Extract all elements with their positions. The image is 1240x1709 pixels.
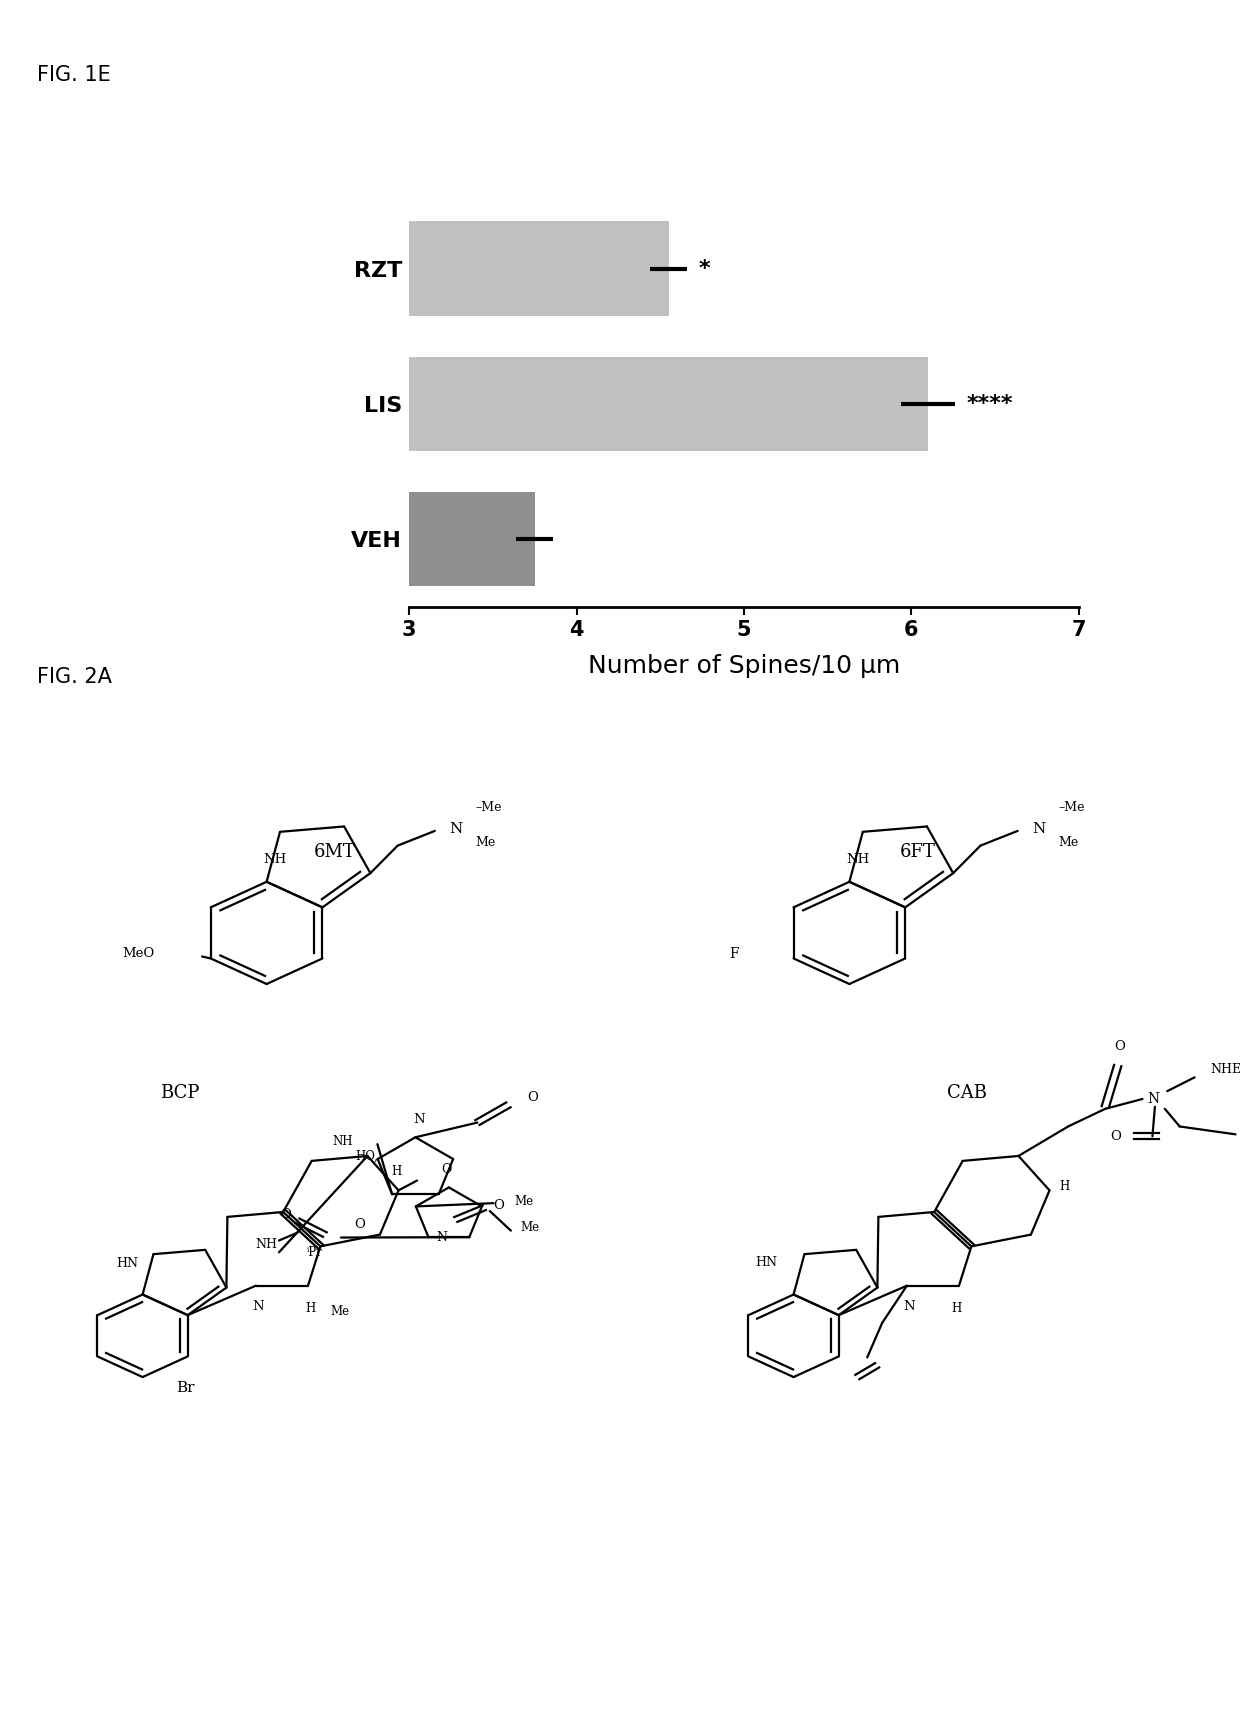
Text: N: N <box>253 1301 264 1314</box>
Text: Me: Me <box>521 1222 539 1234</box>
Text: N: N <box>904 1301 915 1314</box>
Text: H: H <box>392 1166 402 1178</box>
Text: BCP: BCP <box>160 1084 200 1102</box>
Text: NHEt: NHEt <box>1210 1063 1240 1077</box>
Text: O: O <box>1111 1130 1121 1143</box>
Text: F: F <box>729 947 739 960</box>
Bar <box>409 492 534 586</box>
Text: FIG. 2A: FIG. 2A <box>37 667 112 687</box>
Text: O: O <box>441 1162 451 1176</box>
X-axis label: Number of Spines/10 μm: Number of Spines/10 μm <box>588 655 900 678</box>
Text: NH: NH <box>846 853 869 866</box>
Text: Me: Me <box>476 836 496 849</box>
Text: HN: HN <box>117 1258 139 1270</box>
Text: ⁱPr: ⁱPr <box>306 1246 322 1260</box>
Text: N: N <box>1033 822 1045 836</box>
Text: MeO: MeO <box>123 947 155 960</box>
Text: O: O <box>355 1219 365 1230</box>
Text: FIG. 1E: FIG. 1E <box>37 65 110 85</box>
Text: H: H <box>305 1302 316 1316</box>
Text: O: O <box>527 1092 538 1104</box>
Text: CAB: CAB <box>947 1084 987 1102</box>
Text: N: N <box>450 822 463 836</box>
Text: *: * <box>699 258 711 279</box>
Text: Br: Br <box>176 1381 195 1395</box>
Text: Me: Me <box>515 1195 533 1208</box>
Text: O: O <box>280 1208 290 1222</box>
Text: H: H <box>1059 1179 1070 1193</box>
Bar <box>409 222 668 316</box>
Text: N: N <box>413 1113 425 1126</box>
Text: –Me: –Me <box>476 802 502 813</box>
Text: NH: NH <box>332 1135 352 1148</box>
Text: NH: NH <box>255 1237 278 1251</box>
Text: N: N <box>1147 1092 1159 1106</box>
Text: 6MT: 6MT <box>314 843 356 861</box>
Text: 6FT: 6FT <box>900 843 935 861</box>
Text: H: H <box>951 1302 962 1316</box>
Text: O: O <box>494 1200 503 1212</box>
Text: O: O <box>1115 1039 1126 1053</box>
Text: HN: HN <box>755 1256 777 1268</box>
Text: HO,: HO, <box>356 1150 378 1162</box>
Text: ****: **** <box>967 393 1013 414</box>
Text: Me: Me <box>330 1306 350 1318</box>
Bar <box>409 357 928 451</box>
Text: N: N <box>436 1230 446 1244</box>
Text: Me: Me <box>1059 836 1079 849</box>
Text: –Me: –Me <box>1059 802 1085 813</box>
Text: NH: NH <box>263 853 286 866</box>
